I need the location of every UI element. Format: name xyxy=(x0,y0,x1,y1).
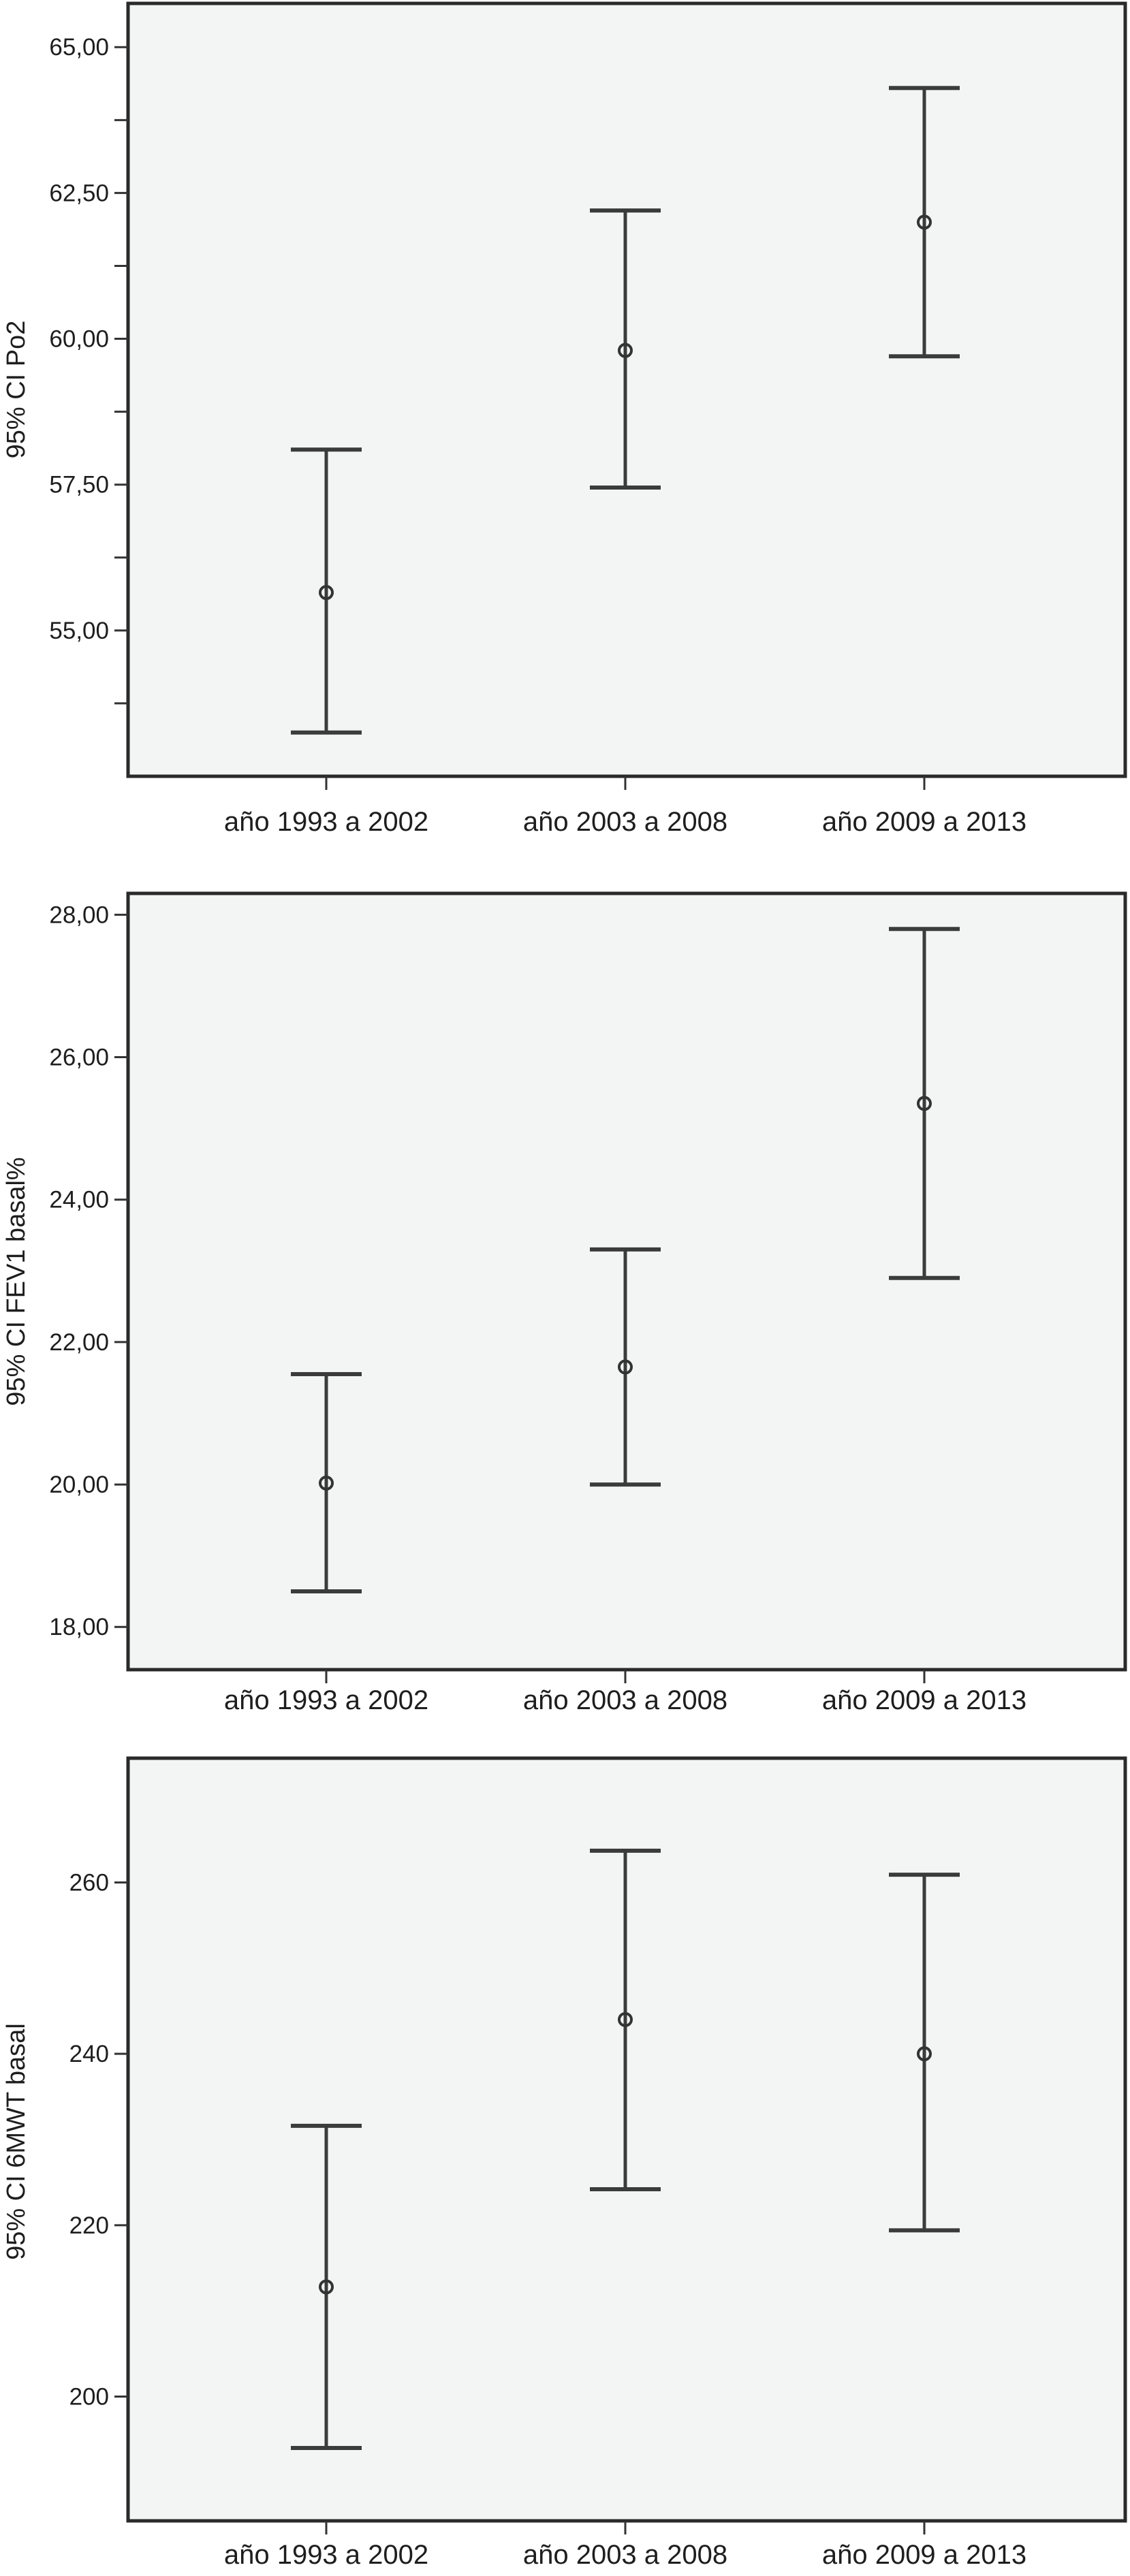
y-tick-label-3-2: 220 xyxy=(69,2212,109,2239)
y-tick-label-1-3: 60,00 xyxy=(49,326,109,353)
y-tick-label-1-1: 55,00 xyxy=(49,618,109,644)
mean-point-3-1 xyxy=(319,2279,334,2295)
y-tick-label-3-1: 200 xyxy=(69,2384,109,2411)
mean-point-1-3 xyxy=(917,214,932,230)
y-tick-label-2-2: 20,00 xyxy=(49,1472,109,1498)
y-tick-label-2-4: 24,00 xyxy=(49,1187,109,1213)
x-category-label-2-3: año 2009 a 2013 xyxy=(822,1685,1026,1715)
x-category-label-3-2: año 2003 a 2008 xyxy=(523,2540,727,2570)
x-category-label-1-3: año 2009 a 2013 xyxy=(822,807,1026,837)
x-category-label-3-1: año 1993 a 2002 xyxy=(224,2540,428,2570)
mean-point-2-3 xyxy=(917,1096,932,1111)
y-tick-label-2-6: 28,00 xyxy=(49,902,109,928)
y-tick-label-1-4: 62,50 xyxy=(49,180,109,206)
y-axis-title-2: 95% CI FEV1 basal% xyxy=(2,1157,31,1405)
mean-point-2-2 xyxy=(618,1359,633,1375)
y-axis-title-1: 95% CI Po2 xyxy=(2,321,31,459)
y-tick-label-1-5: 65,00 xyxy=(49,34,109,61)
mean-point-3-2 xyxy=(618,2011,633,2027)
x-category-label-1-1: año 1993 a 2002 xyxy=(224,807,428,837)
mean-point-1-2 xyxy=(618,343,633,358)
x-category-label-1-2: año 2003 a 2008 xyxy=(523,807,727,837)
y-tick-label-3-4: 260 xyxy=(69,1869,109,1896)
x-category-label-2-2: año 2003 a 2008 xyxy=(523,1685,727,1715)
y-tick-label-2-3: 22,00 xyxy=(49,1329,109,1356)
y-tick-label-1-2: 57,50 xyxy=(49,472,109,498)
x-category-label-2-1: año 1993 a 2002 xyxy=(224,1685,428,1715)
x-category-label-3-3: año 2009 a 2013 xyxy=(822,2540,1026,2570)
y-tick-label-2-5: 26,00 xyxy=(49,1045,109,1071)
mean-point-1-1 xyxy=(319,585,334,601)
y-axis-title-3: 95% CI 6MWT basal xyxy=(2,2023,31,2260)
y-tick-label-2-1: 18,00 xyxy=(49,1614,109,1640)
mean-point-2-1 xyxy=(319,1475,334,1491)
mean-point-3-3 xyxy=(917,2046,932,2062)
y-tick-label-3-3: 240 xyxy=(69,2041,109,2067)
